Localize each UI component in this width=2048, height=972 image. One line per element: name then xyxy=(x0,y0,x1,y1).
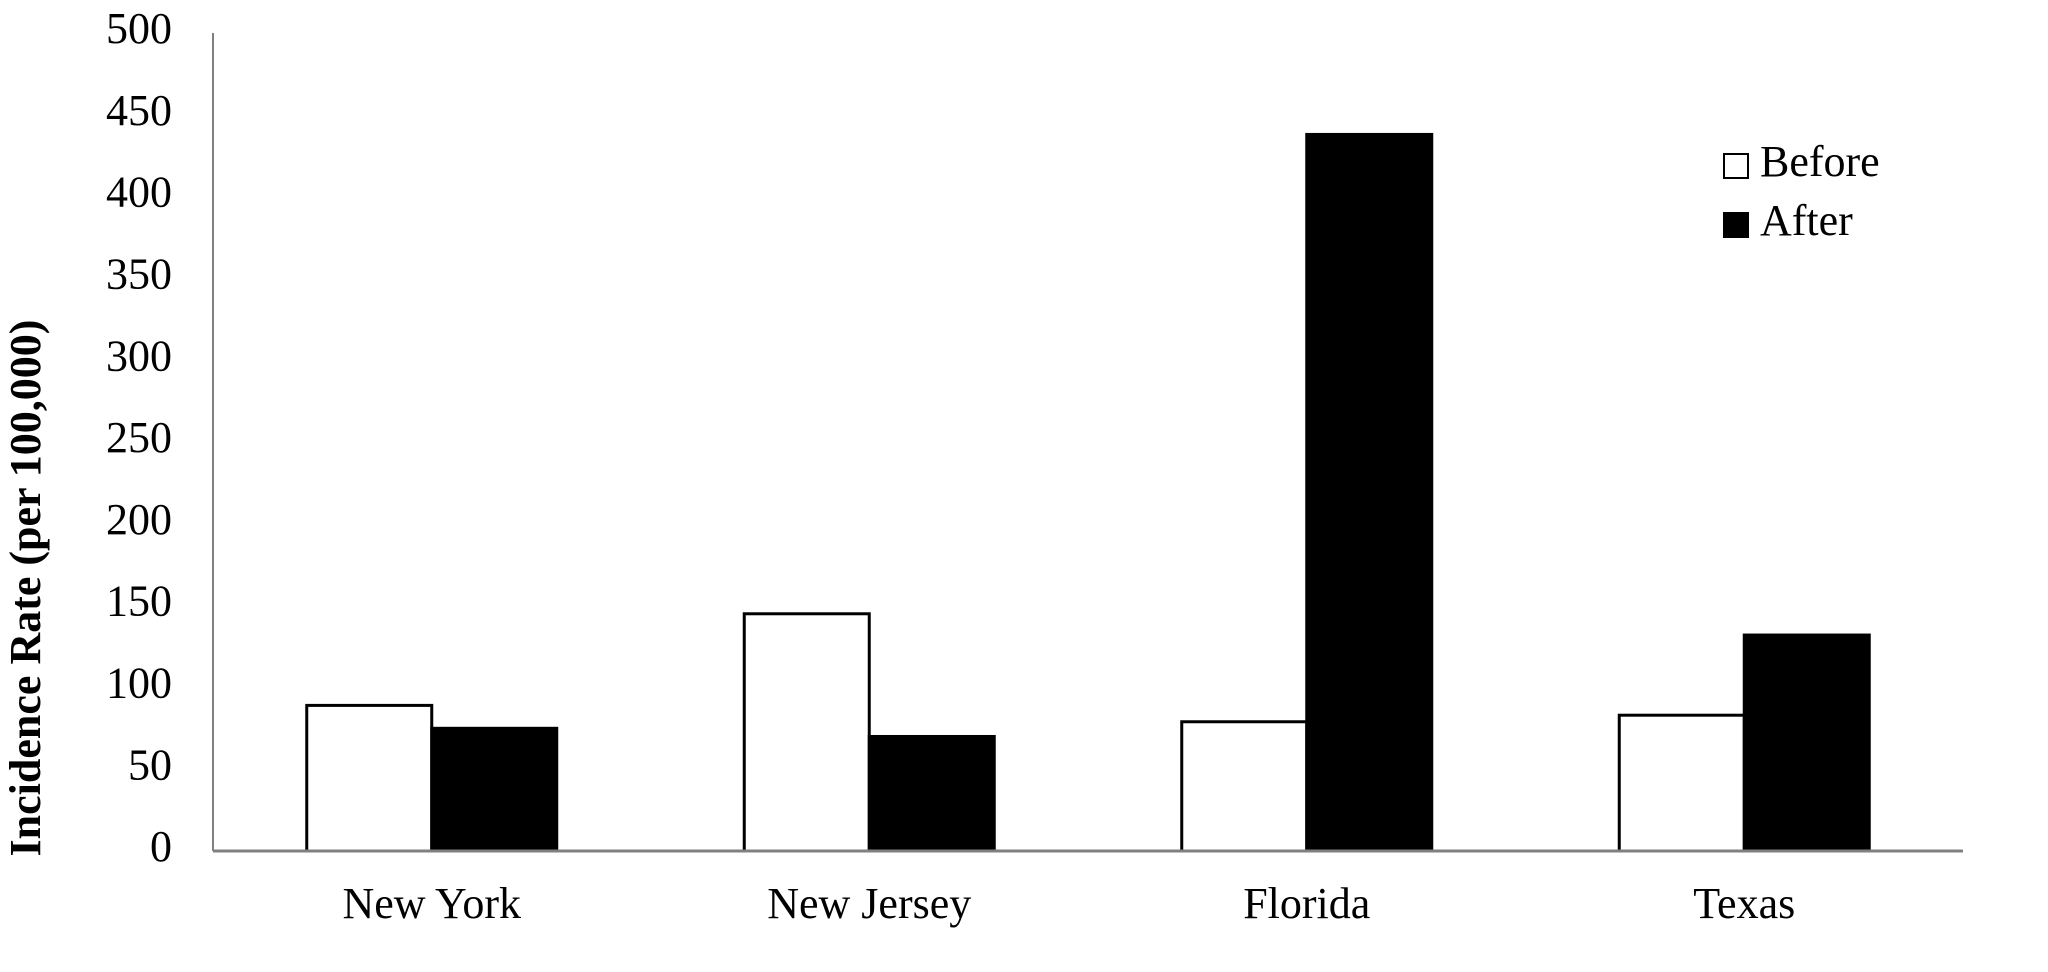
bar xyxy=(430,726,559,853)
y-tick-label: 450 xyxy=(106,86,172,135)
bar xyxy=(1305,132,1434,853)
x-tick-label: New Jersey xyxy=(767,879,971,928)
y-tick-label: 400 xyxy=(106,168,172,217)
legend-swatch xyxy=(1723,212,1749,238)
y-tick-label: 0 xyxy=(150,822,172,871)
y-tick-label: 250 xyxy=(106,413,172,462)
y-tick-label: 300 xyxy=(106,331,172,380)
y-tick-label: 150 xyxy=(106,577,172,626)
bar xyxy=(305,703,434,853)
x-tick-label: Florida xyxy=(1243,879,1370,928)
legend-label: After xyxy=(1760,196,1853,245)
x-tick-label: Texas xyxy=(1693,879,1795,928)
y-tick-label: 350 xyxy=(106,249,172,298)
x-tick-label: New York xyxy=(343,879,521,928)
y-tick-label: 100 xyxy=(106,658,172,707)
bar xyxy=(1742,633,1871,853)
bar xyxy=(1180,720,1309,853)
bar xyxy=(867,734,996,853)
bar xyxy=(1617,713,1746,853)
y-tick-label: 500 xyxy=(106,4,172,53)
y-tick-label: 200 xyxy=(106,495,172,544)
bar xyxy=(742,612,871,853)
legend-swatch xyxy=(1723,153,1749,179)
y-axis-label: Incidence Rate (per 100,000) xyxy=(1,320,50,857)
y-tick-label: 50 xyxy=(128,740,172,789)
legend-label: Before xyxy=(1760,137,1880,186)
